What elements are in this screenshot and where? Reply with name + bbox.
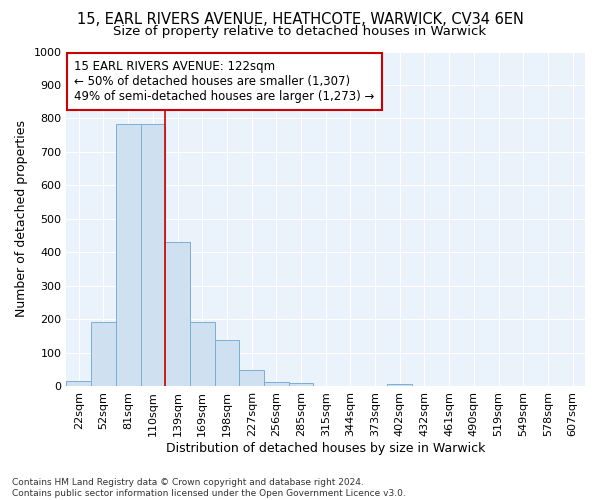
Bar xyxy=(215,340,239,386)
Bar xyxy=(140,124,165,386)
X-axis label: Distribution of detached houses by size in Warwick: Distribution of detached houses by size … xyxy=(166,442,485,455)
Bar xyxy=(91,322,116,386)
Bar xyxy=(165,242,190,386)
Bar xyxy=(264,382,289,386)
Bar xyxy=(67,382,91,386)
Text: 15 EARL RIVERS AVENUE: 122sqm
← 50% of detached houses are smaller (1,307)
49% o: 15 EARL RIVERS AVENUE: 122sqm ← 50% of d… xyxy=(74,60,374,103)
Text: Contains HM Land Registry data © Crown copyright and database right 2024.
Contai: Contains HM Land Registry data © Crown c… xyxy=(12,478,406,498)
Text: 15, EARL RIVERS AVENUE, HEATHCOTE, WARWICK, CV34 6EN: 15, EARL RIVERS AVENUE, HEATHCOTE, WARWI… xyxy=(77,12,523,28)
Bar xyxy=(190,322,215,386)
Bar xyxy=(116,124,140,386)
Bar xyxy=(289,383,313,386)
Bar xyxy=(239,370,264,386)
Text: Size of property relative to detached houses in Warwick: Size of property relative to detached ho… xyxy=(113,25,487,38)
Bar xyxy=(388,384,412,386)
Y-axis label: Number of detached properties: Number of detached properties xyxy=(15,120,28,318)
